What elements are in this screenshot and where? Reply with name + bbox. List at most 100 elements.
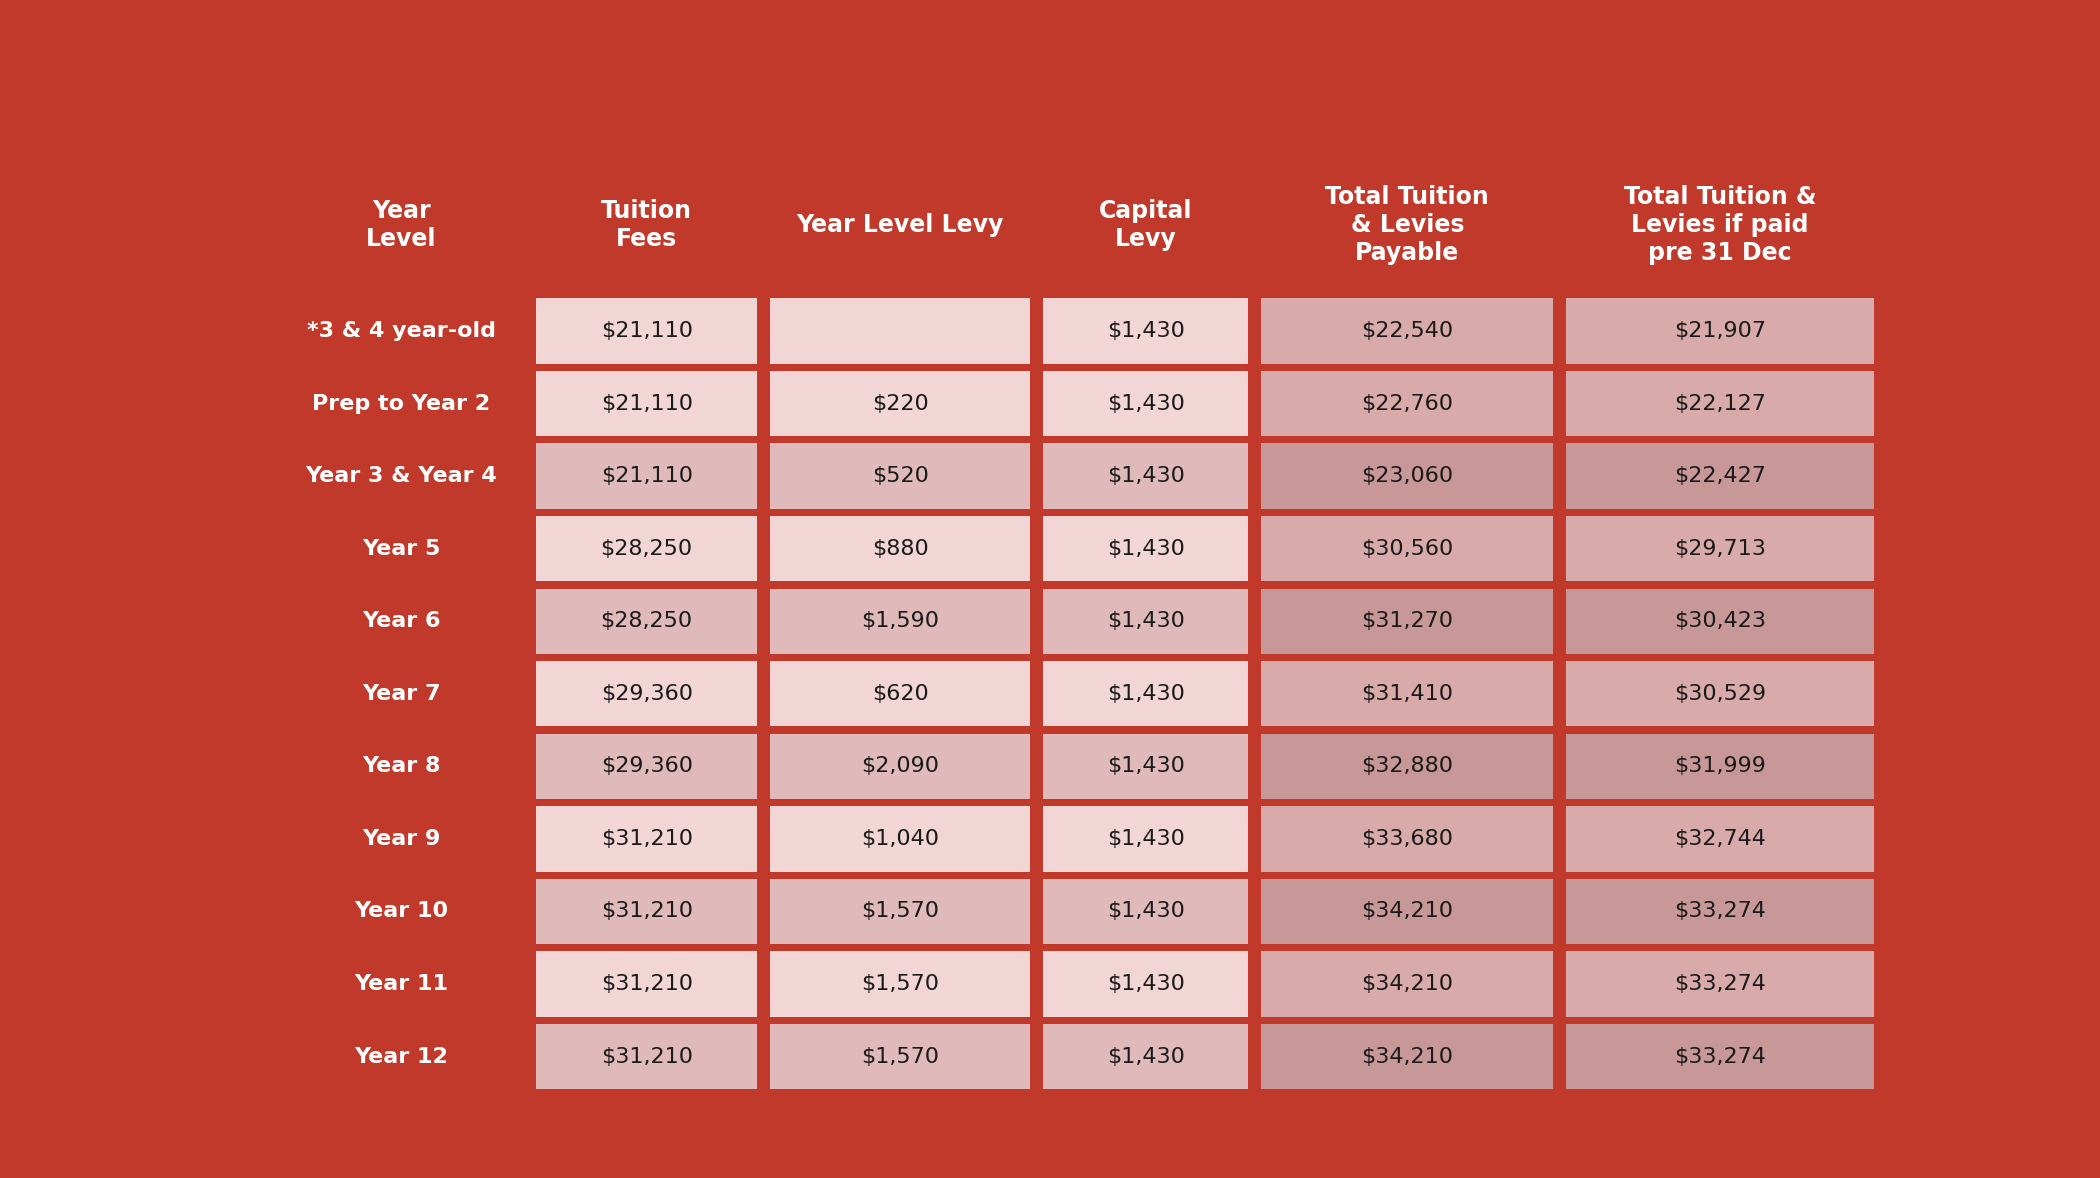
Text: $32,880: $32,880	[1361, 756, 1453, 776]
Bar	[1262, 661, 1554, 727]
Bar	[1567, 806, 1873, 872]
Bar	[1567, 298, 1873, 364]
Bar	[771, 589, 1031, 654]
Bar	[536, 371, 758, 436]
Bar	[1044, 806, 1247, 872]
Bar	[536, 879, 758, 944]
Bar	[279, 589, 523, 654]
Bar	[1044, 516, 1247, 581]
Bar	[1567, 952, 1873, 1017]
Text: $33,274: $33,274	[1674, 1046, 1766, 1066]
Bar	[1044, 298, 1247, 364]
Bar	[1262, 298, 1554, 364]
Text: $31,210: $31,210	[601, 974, 693, 994]
Text: $28,250: $28,250	[601, 611, 693, 631]
Text: $29,713: $29,713	[1674, 538, 1766, 558]
Text: Year 10: Year 10	[355, 901, 447, 921]
Bar	[1567, 516, 1873, 581]
Text: $34,210: $34,210	[1361, 1046, 1453, 1066]
Text: Year 9: Year 9	[361, 829, 441, 849]
Text: $1,570: $1,570	[861, 1046, 939, 1066]
Bar	[279, 298, 523, 364]
Bar	[1262, 734, 1554, 799]
Text: Year 6: Year 6	[361, 611, 441, 631]
Text: $29,360: $29,360	[601, 683, 693, 703]
Text: Total Tuition
& Levies
Payable: Total Tuition & Levies Payable	[1325, 185, 1489, 265]
Bar	[279, 159, 523, 291]
Text: $1,570: $1,570	[861, 901, 939, 921]
Bar	[1567, 661, 1873, 727]
Text: $1,430: $1,430	[1107, 901, 1184, 921]
Text: $31,210: $31,210	[601, 901, 693, 921]
Text: Tuition
Fees: Tuition Fees	[601, 199, 693, 251]
Text: $220: $220	[872, 393, 928, 413]
Bar	[536, 298, 758, 364]
Bar	[279, 952, 523, 1017]
Text: Year 3 & Year 4: Year 3 & Year 4	[304, 466, 498, 487]
Text: $30,529: $30,529	[1674, 683, 1766, 703]
Text: $1,040: $1,040	[861, 829, 939, 849]
Text: Year 12: Year 12	[355, 1046, 447, 1066]
Text: $34,210: $34,210	[1361, 974, 1453, 994]
Bar	[536, 1024, 758, 1090]
Bar	[771, 1024, 1031, 1090]
Text: $1,430: $1,430	[1107, 611, 1184, 631]
Bar	[536, 661, 758, 727]
Text: $21,110: $21,110	[601, 466, 693, 487]
Text: $32,744: $32,744	[1674, 829, 1766, 849]
Text: Year 8: Year 8	[361, 756, 441, 776]
Text: $31,999: $31,999	[1674, 756, 1766, 776]
Text: $620: $620	[872, 683, 928, 703]
Bar	[1044, 371, 1247, 436]
Bar	[1567, 734, 1873, 799]
Bar	[1044, 159, 1247, 291]
Bar	[279, 443, 523, 509]
Text: $33,274: $33,274	[1674, 901, 1766, 921]
Bar	[771, 879, 1031, 944]
Text: $520: $520	[872, 466, 928, 487]
Bar	[771, 806, 1031, 872]
Text: $34,210: $34,210	[1361, 901, 1453, 921]
Bar	[1044, 952, 1247, 1017]
Bar	[536, 589, 758, 654]
Bar	[279, 879, 523, 944]
Text: $21,110: $21,110	[601, 393, 693, 413]
Bar	[1044, 661, 1247, 727]
Bar	[1044, 734, 1247, 799]
Text: $1,430: $1,430	[1107, 683, 1184, 703]
Bar	[1044, 1024, 1247, 1090]
Text: $1,430: $1,430	[1107, 756, 1184, 776]
Text: $22,760: $22,760	[1361, 393, 1453, 413]
Text: $31,210: $31,210	[601, 1046, 693, 1066]
Bar	[536, 952, 758, 1017]
Bar	[1262, 806, 1554, 872]
Text: Year 5: Year 5	[361, 538, 441, 558]
Bar	[279, 1024, 523, 1090]
Bar	[771, 371, 1031, 436]
Bar	[1262, 1024, 1554, 1090]
Text: $31,270: $31,270	[1361, 611, 1453, 631]
Text: $30,423: $30,423	[1674, 611, 1766, 631]
Text: $33,274: $33,274	[1674, 974, 1766, 994]
Text: $33,680: $33,680	[1361, 829, 1453, 849]
Bar	[1567, 371, 1873, 436]
Bar	[771, 516, 1031, 581]
Text: $1,590: $1,590	[861, 611, 939, 631]
Text: $1,430: $1,430	[1107, 466, 1184, 487]
Bar	[1044, 443, 1247, 509]
Text: $1,430: $1,430	[1107, 829, 1184, 849]
Bar	[279, 806, 523, 872]
Text: $28,250: $28,250	[601, 538, 693, 558]
Bar	[279, 661, 523, 727]
Bar	[771, 443, 1031, 509]
Text: Year
Level: Year Level	[365, 199, 437, 251]
Text: Year 7: Year 7	[361, 683, 441, 703]
Bar	[771, 159, 1031, 291]
Bar	[771, 734, 1031, 799]
Bar	[1262, 443, 1554, 509]
Bar	[279, 516, 523, 581]
Text: Year Level Levy: Year Level Levy	[796, 213, 1004, 237]
Text: $29,360: $29,360	[601, 756, 693, 776]
Bar	[771, 298, 1031, 364]
Text: $1,570: $1,570	[861, 974, 939, 994]
